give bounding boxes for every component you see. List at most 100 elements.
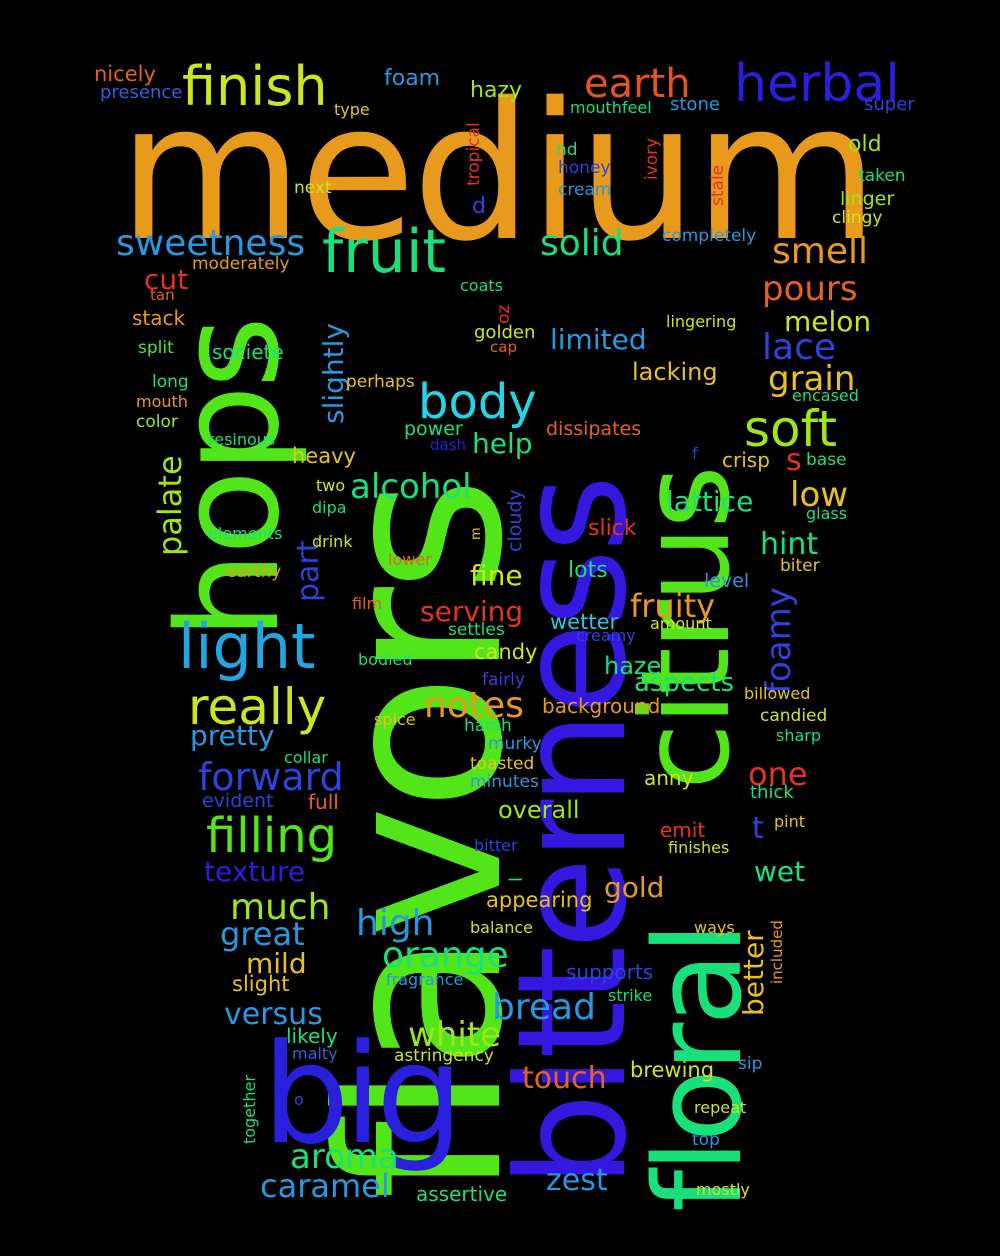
word-gold: gold: [604, 871, 665, 904]
word-two: two: [316, 476, 346, 495]
word-high: high: [356, 903, 435, 944]
word-wetter: wetter: [550, 610, 619, 634]
word-elements: elements: [208, 524, 283, 543]
word-melon: melon: [784, 305, 872, 338]
word-film: film: [352, 594, 383, 613]
word-touch: touch: [522, 1061, 607, 1096]
word-sip: sip: [738, 1054, 763, 1074]
word-moderately: moderately: [192, 254, 290, 274]
word-top: top: [692, 1130, 720, 1150]
word-light: light: [178, 610, 316, 683]
word-nicely: nicely: [94, 62, 156, 86]
word-clingy: clingy: [832, 208, 883, 228]
word-white: white: [408, 1015, 502, 1055]
word-aroma: aroma: [290, 1137, 399, 1177]
word-level: level: [704, 570, 750, 592]
word-cloudy: cloudy: [504, 489, 526, 552]
word-hint: hint: [760, 527, 819, 562]
word-really: really: [188, 678, 327, 736]
word-finish: finish: [182, 55, 328, 118]
word-presence: presence: [100, 82, 183, 103]
word-super: super: [864, 94, 915, 115]
word-assertive: assertive: [416, 1182, 508, 1206]
word-solid: solid: [540, 223, 624, 264]
word-mouthfeel: mouthfeel: [570, 98, 652, 117]
word-bodied: bodied: [358, 650, 413, 669]
word-texture: texture: [204, 855, 306, 888]
word-evident: evident: [202, 790, 274, 812]
word-long: long: [152, 372, 189, 392]
word-grain: grain: [768, 359, 856, 399]
word-collar: collar: [284, 748, 328, 767]
word-dissipates: dissipates: [546, 418, 642, 440]
word-pours: pours: [762, 269, 858, 309]
word-thick: thick: [750, 782, 794, 803]
word-brewing: brewing: [630, 1058, 715, 1082]
word-lingering: lingering: [666, 312, 737, 331]
word-d: d: [472, 194, 486, 219]
word-stone: stone: [670, 94, 720, 115]
word-old: old: [848, 132, 882, 157]
word-harsh: harsh: [464, 716, 512, 736]
word-overall: overall: [498, 796, 580, 824]
word-much: much: [230, 887, 331, 928]
word-coats: coats: [460, 276, 503, 295]
word-power: power: [404, 418, 463, 440]
word-wet: wet: [754, 855, 806, 888]
word-anny: anny: [644, 766, 694, 790]
word-spice: spice: [374, 710, 416, 729]
word-serving: serving: [420, 595, 524, 628]
word-aspects: aspects: [634, 668, 735, 698]
word-split: split: [138, 338, 174, 358]
word-appearing: appearing: [486, 888, 593, 912]
word-lattice: lattice: [666, 485, 754, 518]
word-glass: glass: [806, 504, 848, 523]
word-settles: settles: [448, 620, 505, 640]
word-pretty: pretty: [190, 719, 275, 752]
word-balance: balance: [470, 918, 533, 937]
word-type: type: [334, 100, 370, 119]
word-one: one: [748, 755, 808, 793]
word-encased: encased: [792, 386, 859, 405]
word-hazy: hazy: [470, 78, 522, 103]
word-billowed: billowed: [744, 684, 811, 703]
word-better: better: [737, 930, 770, 1016]
word-ivory: ivory: [642, 137, 662, 180]
word-taken: taken: [858, 166, 906, 186]
word-slick: slick: [588, 516, 637, 541]
word-honey: honey: [558, 158, 611, 178]
word-golden: golden: [474, 322, 536, 343]
word-malty: malty: [292, 1044, 338, 1063]
word-o: o: [294, 1090, 304, 1109]
word-fruity: fruity: [630, 587, 716, 625]
word-foamy: foamy: [759, 587, 799, 694]
word-earth: earth: [584, 61, 691, 107]
word-included: included: [768, 920, 786, 984]
word-ways: ways: [694, 918, 735, 937]
word-finishes: finishes: [668, 838, 730, 857]
word-candy: candy: [474, 640, 538, 664]
word-palate: palate: [151, 455, 189, 556]
word-biter: biter: [780, 556, 820, 576]
word-lower: lower: [388, 550, 432, 569]
word-foam: foam: [384, 66, 441, 91]
word-minutes: minutes: [470, 772, 539, 792]
word-fragrance: fragrance: [386, 970, 464, 989]
word-caramel: caramel: [260, 1167, 390, 1205]
word-l: l: [506, 876, 527, 882]
word-help: help: [472, 427, 533, 460]
word-cream: cream: [558, 180, 612, 200]
word-linger: linger: [840, 188, 895, 210]
word-lace: lace: [762, 327, 837, 368]
word-emit: emit: [660, 818, 706, 842]
word-lacking: lacking: [632, 358, 718, 386]
word-s: s: [786, 443, 802, 478]
word-bitter: bitter: [474, 836, 518, 855]
word-mild: mild: [246, 947, 307, 980]
word-heavy: heavy: [292, 444, 356, 468]
word-herbal: herbal: [734, 54, 900, 114]
word-astringency: astringency: [394, 1046, 494, 1066]
word-fine: fine: [470, 559, 523, 592]
word-great: great: [220, 915, 305, 953]
